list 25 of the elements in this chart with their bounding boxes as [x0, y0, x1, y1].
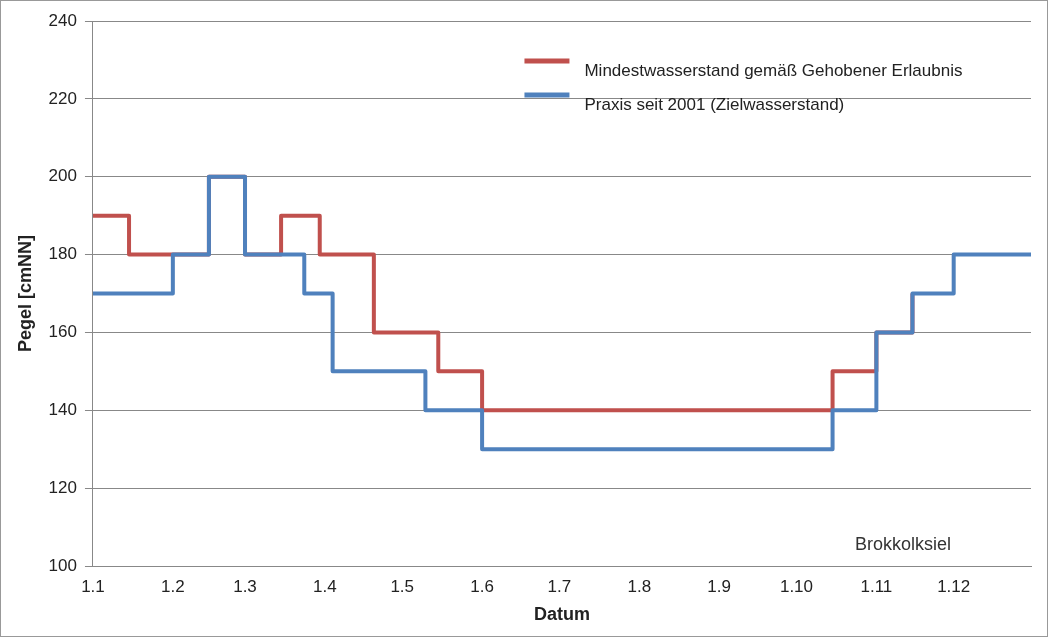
y-axis-title: Pegel [cmNN] [14, 234, 35, 353]
x-tick-label: 1.5 [390, 576, 415, 596]
x-tick-label: 1.11 [860, 576, 893, 596]
x-tick-label: 1.4 [313, 576, 337, 596]
x-tick-label: 1.12 [937, 576, 971, 596]
x-axis-title: Datum [533, 604, 590, 625]
y-tick-label: 120 [48, 477, 77, 497]
x-tick-label: 1.9 [707, 576, 731, 596]
y-tick-label: 240 [48, 10, 77, 30]
y-tick-label: 180 [48, 244, 77, 264]
x-tick-label: 1.3 [233, 576, 257, 596]
x-tick-label: 1.8 [627, 576, 652, 596]
y-tick-label: 220 [48, 88, 77, 108]
annotation: Brokkolksiel [854, 533, 951, 554]
y-tick-label: 160 [48, 322, 77, 342]
legend-label: Mindestwasserstand gemäß Gehobener Erlaubnis [584, 60, 963, 80]
x-tick-label: 1.1 [81, 576, 105, 596]
y-tick-label: 100 [48, 555, 77, 575]
legend-label: Praxis seit 2001 (Zielwasserstand) [584, 94, 845, 114]
x-tick-label: 1.7 [547, 576, 572, 596]
y-tick-label: 140 [48, 399, 77, 419]
x-tick-label: 1.2 [161, 576, 185, 596]
y-tick-label: 200 [48, 166, 77, 186]
x-tick-label: 1.10 [779, 576, 814, 596]
x-tick-label: 1.6 [470, 576, 494, 596]
